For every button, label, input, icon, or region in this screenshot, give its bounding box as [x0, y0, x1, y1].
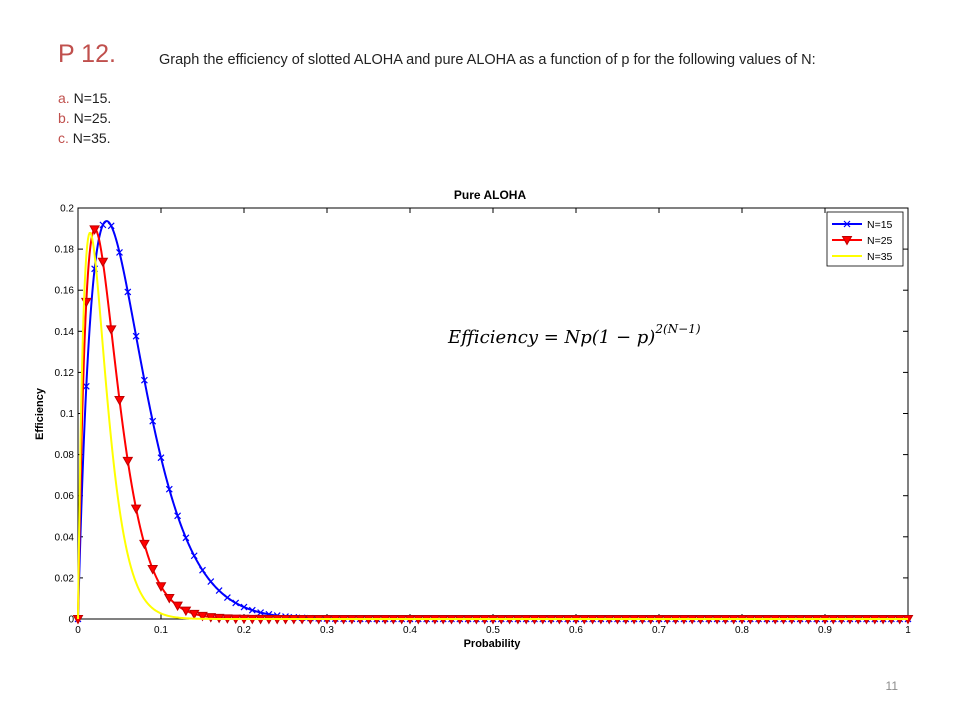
series-N=35: [77, 231, 908, 620]
y-tick-label: 0.06: [55, 491, 75, 502]
point-N=25-14: [188, 609, 200, 620]
y-tick-label: 0.12: [55, 368, 75, 379]
point-N=15-17: [215, 587, 223, 595]
legend-marker: [841, 236, 853, 246]
point-N=15-6: [124, 288, 132, 296]
point-N=15-18: [223, 594, 231, 601]
y-axis-label: Efficiency: [34, 387, 46, 440]
y-tick-label: 0.18: [55, 245, 75, 256]
point-N=15-13: [182, 534, 190, 542]
y-axis: 0 0.02 0.04 0.06 0.08 0.1 0.12 0.14 0.16 0.18 0.2: [55, 204, 908, 626]
legend-entry-N=25: N=25: [832, 235, 893, 247]
point-N=25-3: [97, 257, 109, 268]
formula-exponent: 2(N−1): [654, 322, 701, 336]
y-tick-label: 0.14: [55, 327, 75, 338]
part-c-letter: c.: [58, 130, 69, 146]
part-a: a. N=15.: [58, 88, 111, 108]
y-tick-label: 0.02: [55, 573, 75, 584]
x-axis-label: Probability: [464, 638, 522, 650]
y-tick-label: 0: [68, 615, 74, 626]
x-tick-label: 0.1: [154, 625, 168, 636]
legend-entry-N=15: N=15: [832, 219, 893, 231]
part-a-text: N=15.: [73, 90, 112, 106]
slide-number: 11: [885, 679, 898, 693]
point-N=15-15: [199, 566, 206, 574]
x-tick-label: 0.8: [735, 625, 749, 636]
x-tick-label: 0.7: [652, 625, 666, 636]
part-b-text: N=25.: [73, 110, 112, 126]
point-N=25-16: [205, 613, 217, 623]
part-c: c. N=35.: [58, 128, 111, 148]
chart-title: Pure ALOHA: [454, 188, 527, 202]
legend-marker: [843, 220, 851, 228]
point-N=15-14: [190, 552, 198, 560]
point-N=15-8: [140, 376, 148, 384]
point-N=15-19: [232, 599, 240, 607]
point-N=15-16: [207, 578, 215, 586]
point-N=25-6: [122, 456, 134, 467]
legend-label: N=25: [867, 235, 893, 247]
y-tick-label: 0.08: [55, 450, 75, 461]
point-N=15-4: [107, 222, 115, 230]
point-N=15-11: [165, 485, 173, 493]
point-N=15-20: [240, 603, 248, 611]
x-tick-label: 0.6: [569, 625, 583, 636]
x-tick-label: 0.9: [818, 625, 832, 636]
point-N=25-11: [163, 593, 175, 604]
point-N=25-13: [180, 606, 192, 617]
x-tick-label: 0.4: [403, 625, 417, 636]
formula-base: Efficiency = Np(1 − p): [447, 327, 655, 348]
point-N=25-4: [105, 325, 117, 335]
part-c-text: N=35.: [72, 130, 111, 146]
point-N=15-10: [157, 454, 165, 462]
y-tick-label: 0.1: [60, 409, 74, 420]
legend: N=15 N=25 N=35: [826, 211, 904, 267]
point-N=15-1: [82, 382, 90, 390]
point-N=15-9: [149, 417, 157, 425]
point-N=25-8: [139, 539, 150, 550]
point-N=15-22: [257, 609, 265, 616]
problem-statement: Graph the efficiency of slotted ALOHA an…: [159, 52, 816, 68]
point-N=25-15: [197, 611, 208, 622]
part-b: b. N=25.: [58, 108, 111, 128]
formula: Efficiency = Np(1 − p)2(N−1): [447, 322, 701, 348]
point-N=25-12: [172, 601, 183, 612]
y-tick-label: 0.04: [55, 532, 75, 543]
point-N=25-7: [130, 504, 142, 515]
problem-number: P 12.: [58, 40, 116, 68]
y-tick-label: 0.2: [60, 204, 74, 215]
point-N=25-2: [89, 225, 100, 235]
x-tick-label: 0.5: [486, 625, 500, 636]
point-N=25-10: [155, 582, 167, 592]
point-N=15-5: [116, 249, 123, 256]
legend-label: N=15: [867, 219, 893, 231]
point-N=25-5: [114, 395, 125, 406]
y-tick-label: 0.16: [55, 286, 75, 297]
point-N=15-12: [174, 512, 182, 520]
x-tick-label: 1: [905, 625, 911, 636]
x-tick-label: 0.3: [320, 625, 334, 636]
series-layer: [72, 220, 914, 625]
x-tick-label: 0.2: [237, 625, 251, 636]
legend-label: N=35: [867, 251, 893, 263]
x-tick-label: 0: [75, 625, 81, 636]
legend-entry-N=35: N=35: [832, 251, 893, 263]
series-line-N=35: [77, 231, 908, 620]
point-N=15-21: [248, 606, 256, 614]
point-N=15-7: [132, 332, 140, 340]
point-N=25-9: [147, 564, 159, 575]
formula-text: Efficiency = Np(1 − p)2(N−1): [447, 322, 701, 348]
part-a-letter: a.: [58, 90, 70, 106]
point-N=15-3: [99, 221, 107, 229]
part-b-letter: b.: [58, 110, 70, 126]
parts-list: a. N=15. b. N=25. c. N=35.: [58, 88, 111, 148]
plot-area: [77, 207, 909, 620]
